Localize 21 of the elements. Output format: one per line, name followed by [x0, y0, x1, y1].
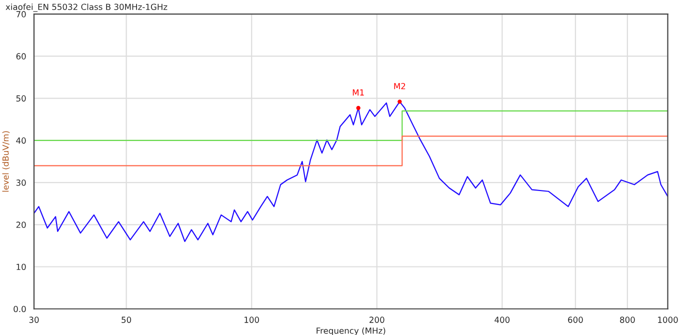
x-tick-label: 50: [122, 316, 132, 323]
x-tick-label: 100: [244, 316, 259, 323]
x-tick-label: 30: [29, 316, 39, 323]
y-tick-label: 0.0: [14, 306, 26, 312]
x-axis-title: Frequency (MHz): [316, 327, 386, 335]
y-tick-label: 50: [16, 95, 26, 102]
y-tick-label: 20: [16, 222, 26, 228]
y-tick-label: 70: [16, 11, 26, 18]
annotation: M2: [394, 82, 406, 90]
chart-title: xiaofei_EN 55032 Class B 30MHz-1GHz: [6, 4, 168, 12]
y-tick-label: 60: [16, 53, 26, 60]
annotation: M1: [352, 89, 364, 96]
y-tick-label: 10: [16, 264, 26, 270]
x-tick-label: 800: [620, 316, 635, 323]
x-tick-label: 1000: [658, 316, 678, 323]
y-axis-title: level (dBuV/m): [2, 131, 10, 192]
x-tick-label: 200: [370, 316, 384, 323]
y-tick-label: 30: [16, 180, 26, 186]
x-tick-label: 600: [568, 316, 583, 323]
y-tick-label: 40: [16, 137, 26, 144]
x-tick-label: 400: [494, 316, 510, 323]
